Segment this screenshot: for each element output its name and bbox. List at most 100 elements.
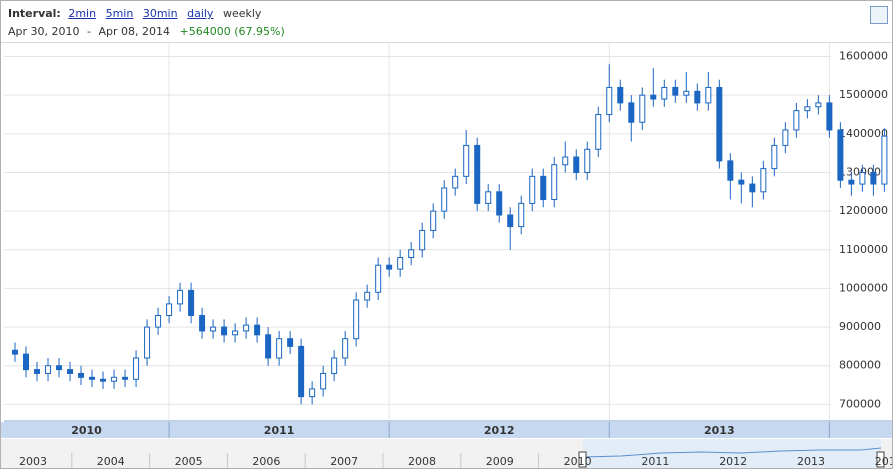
candle-body xyxy=(738,179,745,185)
range-row: Apr 30, 2010 - Apr 08, 2014 +564000 (67.… xyxy=(8,25,285,38)
interval-link[interactable]: 30min xyxy=(142,7,178,20)
candle-body xyxy=(628,102,635,123)
candle-body xyxy=(595,114,602,150)
candle-body xyxy=(364,291,371,301)
navigator-window[interactable] xyxy=(583,439,881,468)
candle-body xyxy=(397,257,404,270)
candle-body xyxy=(287,338,294,347)
y-tick-label: 1000000 xyxy=(839,281,888,294)
candle-body xyxy=(320,372,327,390)
candle-body xyxy=(650,94,657,100)
navigator-year: 2012 xyxy=(719,455,747,468)
candle-body xyxy=(606,86,613,116)
candle-body xyxy=(221,326,228,336)
candle-body xyxy=(760,168,767,193)
candle-body xyxy=(474,144,481,204)
candle-body xyxy=(408,249,415,259)
candle-body xyxy=(188,289,195,316)
navigator-handle[interactable] xyxy=(876,451,885,468)
navigator-year: 2011 xyxy=(641,455,669,468)
candle-body xyxy=(78,372,85,378)
candle-body xyxy=(870,171,877,185)
interval-label: Interval: xyxy=(8,7,61,20)
interval-link[interactable]: 2min xyxy=(68,7,97,20)
y-tick-label: 700000 xyxy=(839,397,881,410)
candle-body xyxy=(144,326,151,359)
candle-body xyxy=(661,86,668,100)
header: Interval: 2min 5min 30min daily weekly A… xyxy=(1,1,892,43)
candle-body xyxy=(100,378,107,382)
candle-body xyxy=(826,102,833,131)
range-end: Apr 08, 2014 xyxy=(98,25,171,38)
candle-body xyxy=(815,102,822,108)
y-tick-label: 900000 xyxy=(839,320,881,333)
range-sep: - xyxy=(87,25,91,38)
candle-body xyxy=(12,349,19,355)
candle-body xyxy=(782,129,789,146)
candle-body xyxy=(881,135,888,185)
y-tick-label: 1600000 xyxy=(839,50,888,63)
candle-body xyxy=(848,179,855,185)
navigator-handle[interactable] xyxy=(578,451,587,468)
candle-body xyxy=(45,365,52,374)
interval-link[interactable]: 5min xyxy=(105,7,134,20)
candle-body xyxy=(23,353,30,371)
range-change: +564000 (67.95%) xyxy=(179,25,285,38)
navigator-year: 2006 xyxy=(252,455,280,468)
candle-body xyxy=(67,369,74,374)
candle-body xyxy=(254,324,261,336)
candle-body xyxy=(331,357,338,374)
navigator-year: 2003 xyxy=(19,455,47,468)
candle-body xyxy=(771,144,778,170)
navigator-year: 2014 xyxy=(875,455,892,468)
maximize-button[interactable] xyxy=(870,6,888,24)
candle-body xyxy=(177,289,184,305)
navigator-year: 2004 xyxy=(97,455,125,468)
candle-body xyxy=(540,175,547,201)
candle-body xyxy=(155,314,162,328)
period-label: 2011 xyxy=(264,424,295,437)
period-label: 2010 xyxy=(71,424,102,437)
navigator-year: 2009 xyxy=(486,455,514,468)
candle-body xyxy=(309,388,316,398)
y-tick-label: 800000 xyxy=(839,359,881,372)
navigator-year: 2007 xyxy=(330,455,358,468)
candle-body xyxy=(276,338,283,359)
y-tick-label: 1100000 xyxy=(839,243,888,256)
candle-body xyxy=(166,303,173,316)
range-start: Apr 30, 2010 xyxy=(8,25,80,38)
y-tick-label: 1500000 xyxy=(839,88,888,101)
candle-body xyxy=(210,326,217,332)
candle-body xyxy=(353,299,360,340)
candle-body xyxy=(34,369,41,374)
candle-body xyxy=(452,175,459,189)
candle-body xyxy=(551,164,558,201)
candle-body xyxy=(793,110,800,131)
y-tick-label: 1200000 xyxy=(839,204,888,217)
candle-body xyxy=(89,376,96,380)
candle-body xyxy=(694,90,701,104)
candle-body xyxy=(243,324,250,332)
candle-body xyxy=(639,94,646,123)
candle-body xyxy=(386,264,393,270)
candle-body xyxy=(56,365,63,371)
candle-body xyxy=(584,148,591,173)
navigator-year: 2013 xyxy=(797,455,825,468)
candle-body xyxy=(837,129,844,181)
candle-body xyxy=(573,156,580,173)
candle-body xyxy=(122,376,129,380)
candle-body xyxy=(672,86,679,96)
candle-body xyxy=(430,210,437,231)
candle-body xyxy=(298,345,305,398)
navigator-year: 2008 xyxy=(408,455,436,468)
period-label: 2013 xyxy=(704,424,735,437)
candle-body xyxy=(342,338,349,359)
candle-body xyxy=(705,86,712,104)
candle-body xyxy=(727,160,734,181)
candle-body xyxy=(507,214,514,228)
interval-link[interactable]: daily xyxy=(187,7,214,20)
candle-body xyxy=(617,86,624,104)
navigator-line xyxy=(582,447,882,458)
